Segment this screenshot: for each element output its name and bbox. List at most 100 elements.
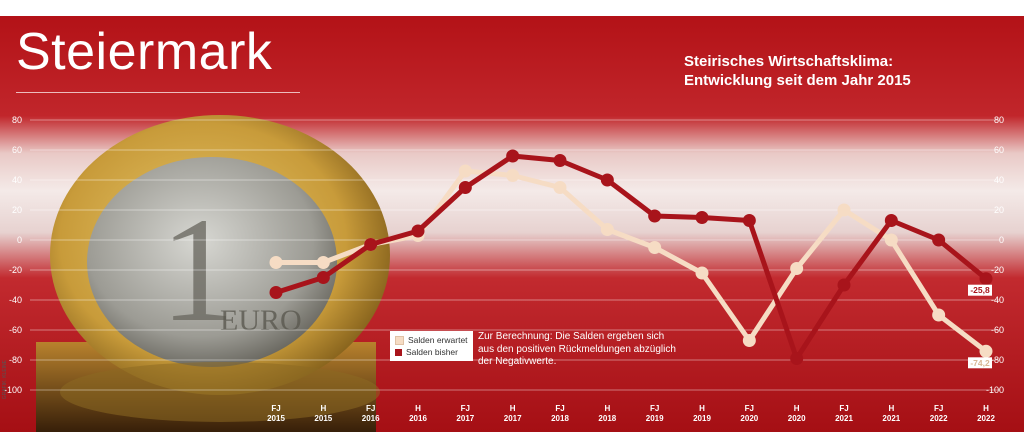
y-tick-label: -80 <box>991 355 1004 365</box>
data-point <box>932 233 946 247</box>
y-tick-label: -100 <box>4 385 22 395</box>
data-point <box>837 278 851 292</box>
x-tick-label: 2018 <box>551 414 569 423</box>
gridlines <box>30 119 1000 391</box>
legend-label-erwartet: Salden erwartet <box>408 335 468 345</box>
x-tick-label: 2017 <box>456 414 474 423</box>
data-point <box>316 256 330 269</box>
data-point <box>742 214 756 227</box>
data-point <box>837 203 851 217</box>
legend-label-bisher: Salden bisher <box>406 347 458 357</box>
y-tick-label: 60 <box>12 145 22 155</box>
svg-text:EURO: EURO <box>220 304 302 337</box>
data-point <box>600 223 614 236</box>
y-tick-label: -100 <box>986 385 1004 395</box>
x-tick-label: H <box>510 404 516 413</box>
y-tick-label: 60 <box>994 145 1004 155</box>
data-point <box>884 214 898 227</box>
data-point <box>695 266 709 280</box>
y-tick-label: -60 <box>991 325 1004 335</box>
y-tick-label: -20 <box>991 265 1004 275</box>
x-tick-label: 2018 <box>598 414 616 423</box>
data-point <box>506 149 520 163</box>
chart-legend: Salden erwartet Salden bisher <box>390 331 473 361</box>
x-tick-label: FJ <box>555 404 564 413</box>
x-tick-label: 2020 <box>740 414 758 423</box>
x-tick-label: FJ <box>934 404 943 413</box>
x-tick-label: 2019 <box>646 414 664 423</box>
x-tick-label: FJ <box>366 404 375 413</box>
euro-coin: 1 EURO <box>36 115 390 432</box>
y-tick-label: 20 <box>994 205 1004 215</box>
x-tick-label: FJ <box>650 404 659 413</box>
data-point <box>600 173 614 187</box>
x-tick-label: FJ <box>461 404 470 413</box>
y-tick-label: 0 <box>17 235 22 245</box>
x-tick-label: 2016 <box>409 414 427 423</box>
x-tick-label: FJ <box>839 404 848 413</box>
legend-swatch-erwartet <box>395 335 404 345</box>
data-point <box>979 272 993 286</box>
x-tick-label: 2021 <box>882 414 900 423</box>
x-tick-label: H <box>604 404 610 413</box>
brand-divider <box>16 92 300 93</box>
x-tick-label: 2015 <box>314 414 332 423</box>
data-point <box>458 181 472 194</box>
data-point <box>316 271 330 284</box>
data-point <box>269 256 283 269</box>
chart-subtitle: Steirisches Wirtschaftsklima: Entwicklun… <box>684 52 924 90</box>
end-data-label: -74,2 <box>970 358 990 368</box>
series-layer: -74,2 -25,8 <box>269 149 993 369</box>
x-axis: FJ2015H2015FJ2016H2016FJ2017H2017FJ2018H… <box>267 404 995 423</box>
legend-swatch-bisher <box>395 348 402 356</box>
x-tick-label: 2022 <box>977 414 995 423</box>
legend-item-bisher: Salden bisher <box>395 346 468 358</box>
x-tick-label: H <box>794 404 800 413</box>
x-tick-label: 2020 <box>788 414 806 423</box>
y-tick-label: -80 <box>9 355 22 365</box>
y-axis-right: 80 60 40 20 0 -20 -40 -60 -80 -100 <box>986 115 1004 395</box>
data-point <box>790 262 804 275</box>
y-tick-label: 80 <box>12 115 22 125</box>
data-point <box>648 241 662 254</box>
y-axis-left: 80 60 40 20 0 -20 -40 -60 -80 -100 <box>4 115 22 395</box>
x-tick-label: FJ <box>271 404 280 413</box>
data-point <box>790 352 804 365</box>
data-point <box>695 211 709 224</box>
data-point <box>269 286 283 299</box>
x-tick-label: H <box>320 404 326 413</box>
data-point <box>411 224 425 238</box>
y-tick-label: 40 <box>994 175 1004 185</box>
y-tick-label: 40 <box>12 175 22 185</box>
x-tick-label: H <box>415 404 421 413</box>
series-bisher: -25,8 <box>269 149 993 365</box>
x-tick-label: H <box>888 404 894 413</box>
end-label-box <box>968 284 992 296</box>
data-point <box>458 164 472 178</box>
x-tick-label: 2021 <box>835 414 853 423</box>
y-tick-label: -40 <box>9 295 22 305</box>
y-tick-label: -60 <box>9 325 22 335</box>
x-tick-label: FJ <box>745 404 754 413</box>
data-point <box>364 238 378 251</box>
series-line <box>273 153 989 361</box>
data-point <box>553 154 567 167</box>
data-point <box>979 344 993 358</box>
y-tick-label: 20 <box>12 205 22 215</box>
data-point <box>932 308 946 322</box>
x-tick-label: H <box>983 404 989 413</box>
x-tick-label: 2017 <box>504 414 522 423</box>
subtitle-line-1: Steirisches Wirtschaftsklima: <box>684 53 894 70</box>
subtitle-line-2: Entwicklung seit dem Jahr 2015 <box>684 72 911 89</box>
legend-item-erwartet: Salden erwartet <box>395 334 468 346</box>
x-tick-label: 2015 <box>267 414 285 423</box>
x-tick-label: 2022 <box>930 414 948 423</box>
x-tick-label: H <box>699 404 705 413</box>
brand-title: Steiermark <box>16 23 273 81</box>
x-tick-label: 2016 <box>362 414 380 423</box>
y-tick-label: 0 <box>999 235 1004 245</box>
data-point <box>553 181 567 194</box>
x-tick-label: 2019 <box>693 414 711 423</box>
y-tick-label: -20 <box>9 265 22 275</box>
